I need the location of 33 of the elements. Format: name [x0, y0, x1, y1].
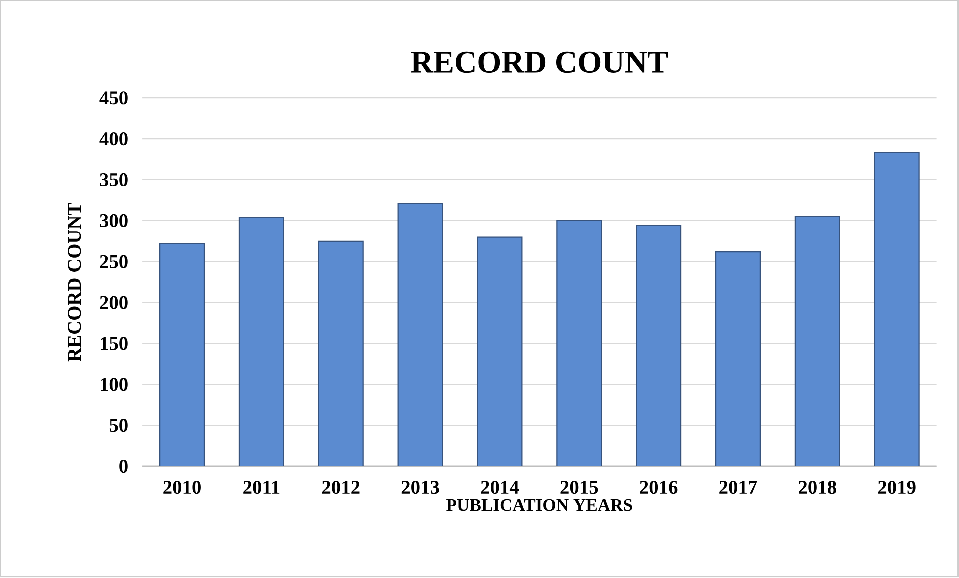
x-tick-label: 2019 [878, 481, 916, 494]
bar [318, 241, 364, 467]
x-tick-label: 2014 [481, 481, 520, 494]
x-tick-label: 2011 [244, 481, 280, 494]
y-tick-label: 0 [120, 460, 128, 474]
chart-title: RECORD COUNT [411, 52, 668, 74]
y-tick-label: 300 [100, 214, 128, 228]
bar [160, 243, 206, 467]
y-tick-label: 150 [101, 337, 128, 350]
bar [238, 217, 284, 467]
x-axis-title: PUBLICATION YEARS [446, 500, 632, 512]
y-tick-label: 350 [100, 174, 128, 187]
bar [636, 225, 682, 467]
x-tick-label: 2017 [720, 481, 758, 494]
bar [556, 220, 602, 467]
x-tick-label: 2018 [799, 481, 836, 494]
y-tick-label: 50 [110, 419, 128, 432]
bar [715, 252, 762, 467]
y-axis-title: RECORD COUNT [68, 203, 82, 362]
x-tick-label: 2012 [322, 481, 360, 494]
bar [874, 152, 920, 467]
y-tick-label: 200 [100, 296, 128, 310]
bar [398, 203, 444, 467]
x-tick-label: 2013 [402, 481, 440, 494]
bar [477, 236, 523, 467]
x-tick-label: 2010 [164, 481, 201, 494]
x-tick-label: 2016 [640, 481, 678, 494]
y-tick-label: 450 [100, 92, 128, 105]
x-tick-label: 2015 [560, 481, 598, 494]
bar [794, 216, 840, 467]
y-tick-label: 400 [100, 132, 128, 146]
y-tick-label: 250 [100, 255, 128, 269]
y-tick-label: 100 [101, 378, 128, 392]
